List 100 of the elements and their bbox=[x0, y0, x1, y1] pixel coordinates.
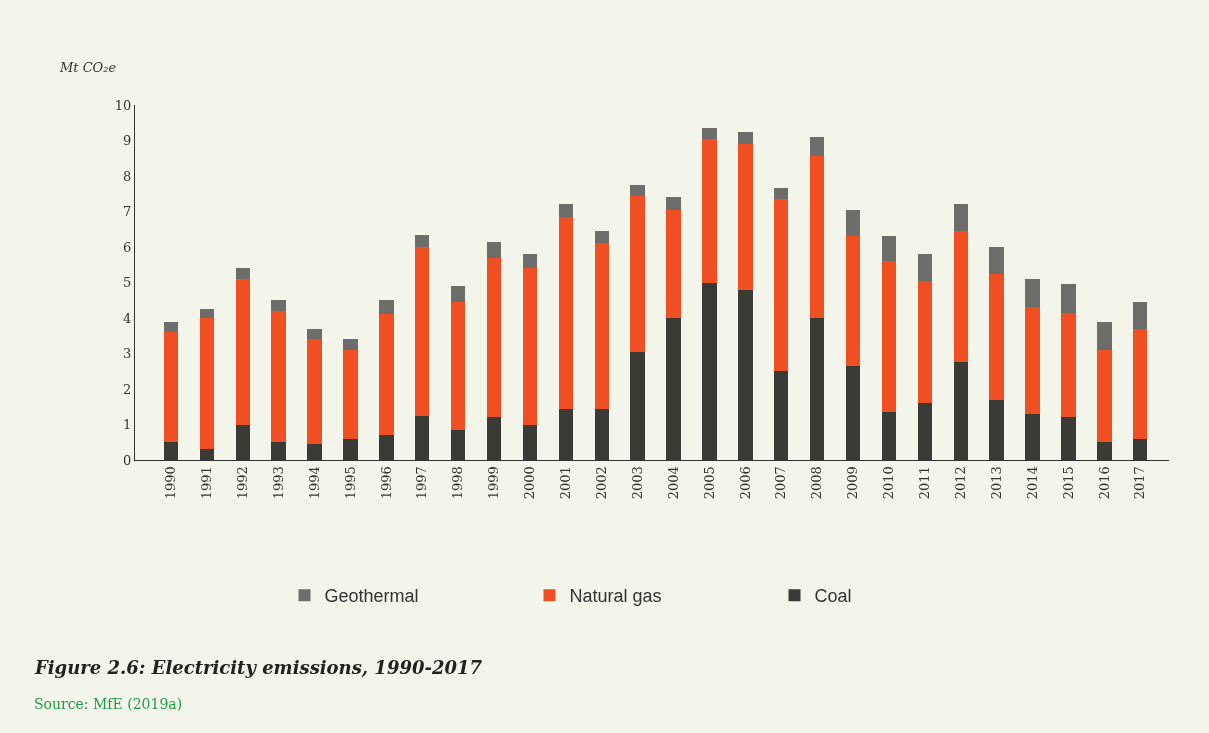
bar bbox=[1133, 302, 1148, 329]
bar bbox=[738, 131, 753, 145]
bar bbox=[594, 243, 609, 409]
bar bbox=[415, 247, 430, 416]
bar bbox=[558, 216, 574, 409]
bar bbox=[1097, 349, 1112, 443]
y-tick-label: 2 bbox=[123, 381, 132, 397]
bar bbox=[630, 184, 645, 196]
bar bbox=[809, 156, 825, 318]
bar bbox=[522, 268, 538, 425]
bar bbox=[163, 332, 179, 443]
bar bbox=[1097, 321, 1112, 350]
y-tick-label: 9 bbox=[123, 133, 132, 149]
y-tick-label: 8 bbox=[123, 168, 132, 184]
x-tick-label: 1993 bbox=[270, 466, 286, 500]
bar bbox=[774, 199, 789, 372]
y-tick-label: 10 bbox=[114, 97, 132, 113]
y-tick-label: 4 bbox=[123, 310, 132, 326]
bar bbox=[379, 314, 394, 436]
bar bbox=[953, 204, 968, 232]
y-tick-label: 3 bbox=[123, 346, 132, 362]
x-tick-label: 2010 bbox=[881, 466, 897, 500]
x-tick-label: 1994 bbox=[306, 466, 322, 500]
bar bbox=[307, 339, 322, 445]
bar bbox=[989, 273, 1004, 400]
bar bbox=[450, 302, 466, 430]
bar bbox=[953, 231, 968, 363]
x-tick-label: 2005 bbox=[701, 466, 717, 500]
x-tick-label: 2014 bbox=[1024, 466, 1040, 500]
bar bbox=[271, 310, 286, 443]
bar bbox=[199, 309, 214, 318]
x-tick-label: 2006 bbox=[737, 466, 753, 500]
bar bbox=[235, 278, 250, 425]
x-tick-label: 2004 bbox=[665, 466, 681, 500]
legend-label: Natural gas bbox=[569, 586, 662, 607]
bar bbox=[702, 128, 717, 139]
bar bbox=[1025, 307, 1040, 414]
legend-label: Geothermal bbox=[324, 586, 419, 607]
x-tick-label: 1990 bbox=[163, 466, 179, 500]
source-note: Source: MfE (2019a) bbox=[34, 696, 183, 712]
bar bbox=[271, 300, 286, 311]
bar bbox=[558, 204, 574, 217]
y-tick-label: 5 bbox=[123, 275, 132, 291]
bar bbox=[702, 138, 717, 283]
bar bbox=[917, 280, 933, 404]
bar bbox=[881, 236, 897, 262]
bar bbox=[738, 144, 753, 290]
y-tick-label: 6 bbox=[123, 239, 132, 255]
bar bbox=[486, 257, 502, 418]
x-tick-label: 1997 bbox=[414, 466, 430, 500]
x-tick-label: 2000 bbox=[522, 466, 538, 500]
bar bbox=[809, 136, 825, 157]
x-tick-label: 1998 bbox=[450, 466, 466, 500]
x-tick-label: 2002 bbox=[593, 466, 609, 500]
bar bbox=[450, 286, 466, 303]
bar bbox=[845, 236, 861, 366]
bar bbox=[1133, 328, 1148, 439]
bar bbox=[881, 261, 897, 413]
x-tick-label: 1996 bbox=[378, 466, 394, 500]
bar bbox=[1025, 278, 1040, 308]
y-tick-label: 1 bbox=[123, 417, 132, 433]
x-tick-label: 2011 bbox=[917, 466, 933, 500]
x-tick-label: 1999 bbox=[486, 466, 502, 500]
x-tick-label: 2009 bbox=[845, 466, 861, 500]
x-tick-label: 2017 bbox=[1132, 466, 1148, 500]
bar bbox=[522, 254, 538, 269]
x-tick-label: 1991 bbox=[199, 466, 215, 500]
bar bbox=[666, 197, 681, 210]
bar bbox=[379, 300, 394, 315]
y-tick-label: 0 bbox=[123, 452, 132, 468]
bar bbox=[1061, 312, 1076, 418]
x-tick-label: 2001 bbox=[558, 466, 574, 500]
bar bbox=[1061, 284, 1076, 313]
x-tick-label: 2012 bbox=[952, 466, 968, 500]
bar bbox=[343, 339, 358, 350]
bar bbox=[666, 209, 681, 318]
y-tick-label: 7 bbox=[123, 204, 132, 220]
bar bbox=[594, 231, 609, 244]
bar bbox=[989, 247, 1004, 274]
x-tick-label: 2003 bbox=[629, 466, 645, 500]
bar bbox=[343, 349, 358, 439]
text: Figure 2.6: Electricity emissions, 1990-2017 bbox=[34, 657, 483, 678]
bar bbox=[163, 321, 179, 333]
bar bbox=[630, 195, 645, 352]
bar bbox=[486, 241, 502, 258]
x-tick-label: 2013 bbox=[988, 466, 1004, 500]
bar bbox=[235, 268, 250, 279]
bar bbox=[199, 318, 214, 450]
bar bbox=[917, 254, 933, 281]
y-axis-title: Mt CO₂e bbox=[59, 60, 117, 75]
bar bbox=[307, 328, 322, 340]
x-tick-label: 2008 bbox=[809, 466, 825, 500]
bar bbox=[774, 188, 789, 200]
x-tick-label: 1992 bbox=[234, 466, 250, 500]
x-tick-label: 2007 bbox=[773, 466, 789, 500]
x-tick-label: 2015 bbox=[1060, 466, 1076, 500]
bar bbox=[415, 234, 430, 247]
legend-label: Coal bbox=[814, 586, 852, 607]
x-tick-label: 2016 bbox=[1096, 466, 1112, 500]
x-tick-label: 1995 bbox=[342, 466, 358, 500]
